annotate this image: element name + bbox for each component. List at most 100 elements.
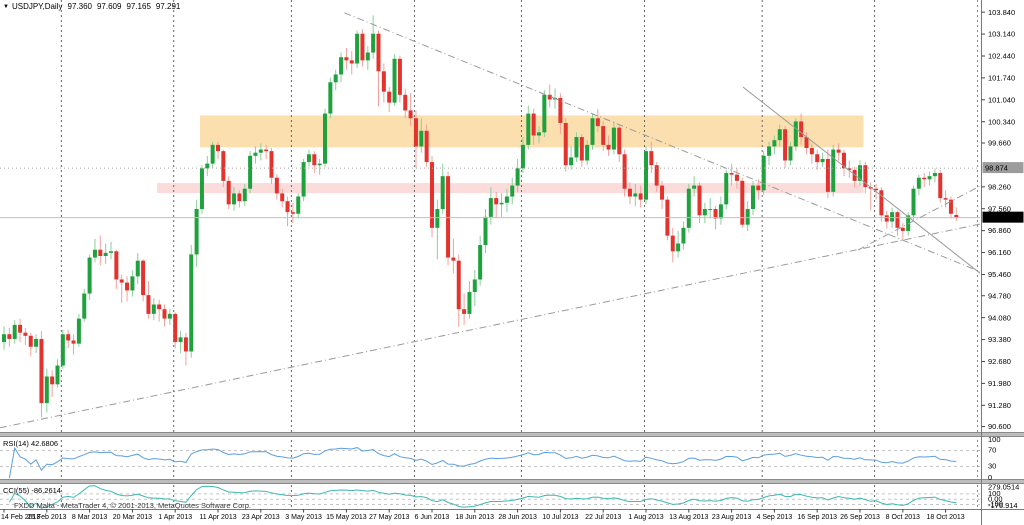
panel-separator[interactable] bbox=[0, 479, 1024, 484]
candle-up bbox=[339, 57, 344, 75]
candle-down bbox=[783, 129, 788, 161]
candle-up bbox=[718, 204, 723, 219]
candle-up bbox=[472, 279, 477, 292]
candle-up bbox=[44, 376, 49, 404]
candle-up bbox=[2, 334, 6, 343]
current-price-badge bbox=[982, 211, 1024, 223]
price-axis-label: 100.340 bbox=[988, 117, 1015, 126]
price-axis-label: 103.140 bbox=[988, 30, 1015, 39]
rsi-indicator-label: RSI(14) 42.6806 bbox=[3, 439, 58, 448]
candle-up bbox=[488, 198, 493, 217]
candle-up bbox=[777, 129, 782, 141]
candle-down bbox=[670, 235, 675, 252]
level-price-badge-text: 98.874 bbox=[985, 163, 1008, 172]
price-axis-label: 101.040 bbox=[988, 95, 1015, 104]
candle-up bbox=[708, 209, 713, 211]
candle-up bbox=[103, 252, 108, 256]
candle-up bbox=[681, 227, 686, 244]
candle-up bbox=[205, 163, 210, 169]
candle-up bbox=[135, 260, 140, 277]
level-price-badge bbox=[982, 162, 1024, 174]
candle-down bbox=[173, 313, 178, 343]
candle-up bbox=[644, 151, 648, 200]
candle-up bbox=[520, 144, 525, 169]
candle-up bbox=[906, 215, 911, 231]
price-axis[interactable]: 103.840 103.140 102.440 101.740 101.040 100.3… bbox=[981, 8, 1024, 431]
trendline-dashdot[interactable] bbox=[0, 215, 1024, 429]
candle-up bbox=[793, 121, 798, 147]
candle-up bbox=[323, 113, 327, 164]
candle-down bbox=[462, 309, 467, 314]
candle-down bbox=[547, 94, 552, 100]
quote-close: 97.291 bbox=[155, 2, 181, 11]
symbol-dropdown-icon[interactable]: ▼ bbox=[3, 4, 9, 10]
time-axis-label: 14 Feb 2013 bbox=[1, 514, 40, 521]
candle-down bbox=[408, 110, 413, 119]
time-axis-label: 20 Mar 2013 bbox=[113, 514, 152, 521]
candle-down bbox=[660, 185, 665, 200]
candle-up bbox=[526, 113, 531, 145]
time-axis-label: 1 Aug 2013 bbox=[628, 514, 664, 521]
candle-down bbox=[23, 332, 28, 336]
candle-up bbox=[189, 254, 194, 352]
candle-up bbox=[927, 176, 932, 180]
candle-up bbox=[820, 158, 825, 163]
trendline-solid[interactable] bbox=[742, 86, 1005, 293]
candle-down bbox=[413, 118, 418, 147]
candle-up bbox=[12, 324, 17, 339]
candle-down bbox=[226, 180, 231, 205]
candle-up bbox=[831, 149, 836, 192]
candle-down bbox=[879, 190, 884, 216]
rsi-axis-label: 30 bbox=[988, 462, 996, 471]
candle-up bbox=[365, 52, 370, 61]
time-axis-label: 23 Aug 2013 bbox=[712, 514, 751, 521]
time-axis-label: 22 Jul 2013 bbox=[585, 514, 621, 521]
price-axis-label: 96.860 bbox=[988, 226, 1011, 235]
candle-down bbox=[98, 249, 103, 256]
time-axis-label: 13 Aug 2013 bbox=[669, 514, 708, 521]
time-axis-label: 28 Jun 2013 bbox=[498, 514, 537, 521]
candle-up bbox=[761, 155, 766, 191]
candle-down bbox=[28, 335, 33, 347]
quote-open: 97.360 bbox=[67, 2, 92, 11]
price-axis-label: 91.980 bbox=[988, 379, 1011, 388]
candle-down bbox=[638, 193, 643, 200]
price-axis-label: 91.280 bbox=[988, 401, 1011, 410]
candle-up bbox=[317, 163, 322, 166]
candle-down bbox=[430, 162, 434, 228]
candle-down bbox=[397, 58, 402, 95]
time-axis-label: 6 Jun 2013 bbox=[415, 514, 450, 521]
candle-up bbox=[745, 209, 750, 225]
candle-down bbox=[451, 257, 456, 261]
rsi-axis: 100 70 30 0 bbox=[988, 435, 1001, 482]
candle-down bbox=[216, 144, 220, 152]
candle-down bbox=[884, 215, 889, 222]
cci-indicator-label: CCI(55) -86.2614 bbox=[3, 486, 61, 495]
candle-up bbox=[542, 94, 547, 133]
candle-up bbox=[333, 74, 338, 83]
candle-up bbox=[478, 245, 483, 280]
trendline-dashdot[interactable] bbox=[857, 163, 1024, 251]
candle-down bbox=[815, 154, 820, 163]
candle-up bbox=[210, 144, 215, 164]
candle-up bbox=[574, 137, 579, 158]
candle-up bbox=[686, 188, 691, 228]
candle-down bbox=[494, 198, 499, 205]
time-axis-label: 16 Sep 2013 bbox=[797, 514, 837, 521]
candle-up bbox=[911, 188, 916, 216]
price-axis-label: 99.660 bbox=[988, 139, 1011, 148]
candle-up bbox=[328, 82, 333, 114]
candle-down bbox=[948, 199, 953, 214]
panel-separator[interactable] bbox=[0, 432, 1024, 437]
candle-down bbox=[697, 185, 702, 216]
candle-up bbox=[167, 313, 172, 319]
candle-down bbox=[943, 198, 948, 200]
candle-up bbox=[82, 293, 87, 319]
cci-value: -86.2614 bbox=[31, 486, 61, 495]
candle-down bbox=[7, 334, 12, 339]
candle-down bbox=[558, 97, 563, 123]
horizontal-lines bbox=[0, 167, 980, 219]
